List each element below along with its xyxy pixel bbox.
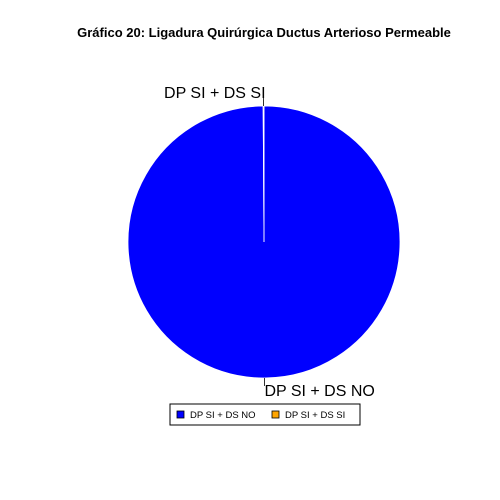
- pie-slices: [127, 105, 401, 379]
- legend-box: [169, 403, 361, 426]
- legend-swatch-1: [271, 410, 280, 419]
- legend-label-1: DP SI + DS SI: [285, 410, 345, 421]
- legend-label-0: DP SI + DS NO: [190, 410, 256, 421]
- pie-slice-1: [262, 105, 265, 243]
- slice-labels: DP SI + DS NO DP SI + DS SI: [164, 85, 375, 400]
- slice-label-1: DP SI + DS SI: [164, 85, 266, 102]
- legend-swatch-0: [176, 410, 185, 419]
- slice-label-0: DP SI + DS NO: [264, 383, 374, 400]
- chart-title: Gráfico 20: Ligadura Quirúrgica Ductus A…: [77, 25, 451, 40]
- legend: DP SI + DS NO DP SI + DS SI: [169, 403, 361, 426]
